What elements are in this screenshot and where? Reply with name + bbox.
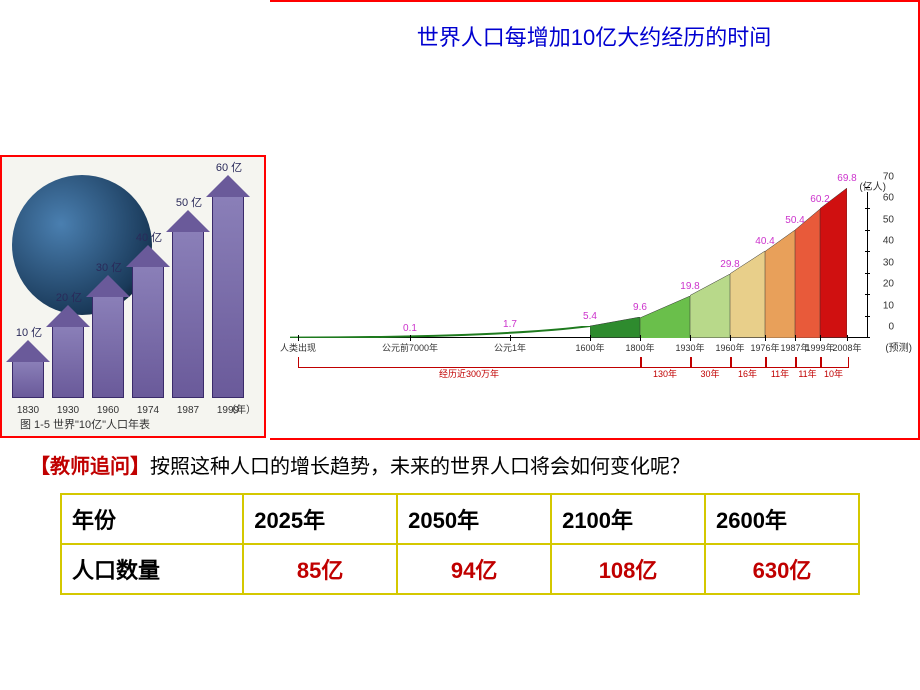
duration-label: 16年 [738,367,757,380]
growth-segment [820,188,847,338]
question-text: 按照这种人口的增长趋势，未来的世界人口将会如何变化呢？ [150,456,690,478]
left-axis-unit: （年） [226,401,256,416]
billion-arrows-figure: 10 亿183020 亿193030 亿196040 亿197450 亿1987… [0,0,270,440]
data-value-label: 69.8 [837,173,856,184]
data-value-label: 5.4 [583,311,597,322]
x-axis-label: 公元1年 [494,341,526,354]
table-year-cell: 2025年 [243,494,397,544]
question-prefix: 【教师追问】 [30,456,150,478]
growth-segment [640,296,690,338]
future-population-table: 年份 2025年2050年2100年2600年 人口数量 85亿94亿108亿6… [60,493,860,595]
duration-label: 经历近300万年 [439,367,499,380]
teacher-question: 【教师追问】按照这种人口的增长趋势，未来的世界人口将会如何变化呢？ [0,440,920,487]
data-value-label: 9.6 [633,302,647,313]
data-value-label: 60.2 [810,194,829,205]
data-value-label: 50.4 [785,215,804,226]
arrow: 30 亿 [92,296,124,398]
y-tick-label: 40 [883,236,894,247]
duration-label: 11年 [798,367,816,380]
arrow: 50 亿 [172,231,204,398]
growth-segment [795,209,820,338]
table-year-cell: 2050年 [397,494,551,544]
arrow: 20 亿 [52,326,84,398]
growth-segment [590,317,640,338]
y-tick-label: 30 [883,257,894,268]
table-row-label: 人口数量 [61,544,243,594]
data-value-label: 1.7 [503,319,517,330]
y-tick-label: 20 [883,279,894,290]
table-header-year: 年份 [61,494,243,544]
table-value-cell: 85亿 [243,544,397,594]
table-year-cell: 2100年 [551,494,705,544]
duration-label: 11年 [771,367,789,380]
duration-label: 30年 [700,367,719,380]
arrow: 10 亿 [12,361,44,398]
table-year-cell: 2600年 [705,494,859,544]
data-value-label: 40.4 [755,236,774,247]
x-axis-label: 1800年 [625,341,654,354]
data-value-label: 19.8 [680,281,699,292]
table-value-cell: 108亿 [551,544,705,594]
x-axis-label: 1976年 [750,341,779,354]
forecast-label: (预测) [885,339,912,354]
x-axis-label: 公元前7000年 [382,341,438,354]
data-value-label: 29.8 [720,259,739,270]
arrow: 40 亿 [132,266,164,398]
y-tick-label: 60 [883,193,894,204]
chart-title: 世界人口每增加10亿大约经历的时间 [270,20,918,52]
table-value-cell: 630亿 [705,544,859,594]
y-tick-label: 70 [883,172,894,183]
duration-label: 130年 [653,367,677,380]
arrow: 60 亿 [212,196,244,398]
x-axis-label: 1600年 [575,341,604,354]
y-tick-label: 10 [883,300,894,311]
x-axis-label: 1930年 [675,341,704,354]
x-axis-label: 1999年 [805,341,834,354]
data-value-label: 0.1 [403,323,417,334]
y-tick-label: 50 [883,214,894,225]
x-axis-label: 2008年 [832,341,861,354]
x-axis-label: 1960年 [715,341,744,354]
growth-segment [290,326,590,338]
table-value-cell: 94亿 [397,544,551,594]
x-axis-label: 人类出现 [280,341,316,354]
growth-chart: 世界人口每增加10亿大约经历的时间 (亿人) 0102030405060700.… [270,0,920,440]
duration-label: 10年 [824,367,843,380]
left-caption: 图 1-5 世界"10亿"人口年表 [20,416,150,432]
y-tick-label: 0 [888,322,894,333]
